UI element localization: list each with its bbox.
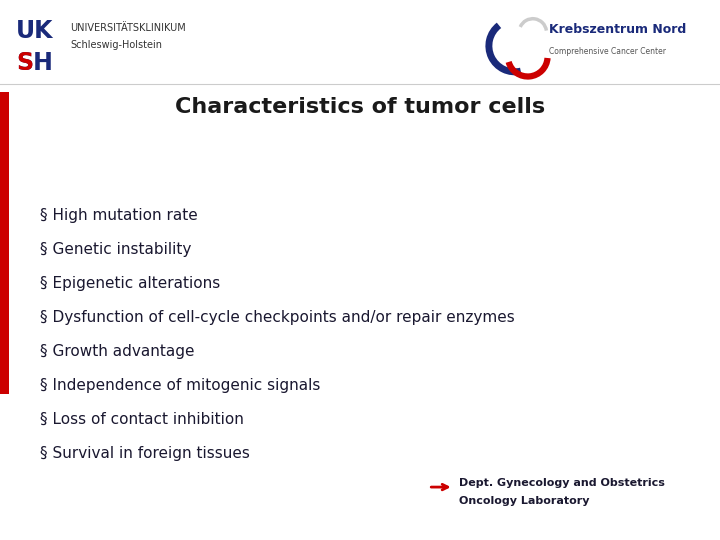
Text: § High mutation rate: § High mutation rate [40,208,197,223]
Text: S: S [16,51,33,75]
Text: SH: SH [16,51,53,75]
Text: Schleswig-Holstein: Schleswig-Holstein [71,40,163,51]
Text: § Dysfunction of cell-cycle checkpoints and/or repair enzymes: § Dysfunction of cell-cycle checkpoints … [40,310,514,325]
Text: § Epigenetic alterations: § Epigenetic alterations [40,276,220,291]
Text: Characteristics of tumor cells: Characteristics of tumor cells [175,97,545,117]
Text: Krebszentrum Nord: Krebszentrum Nord [549,23,687,36]
Text: § Loss of contact inhibition: § Loss of contact inhibition [40,412,243,427]
Text: Comprehensive Cancer Center: Comprehensive Cancer Center [549,47,667,56]
Text: UK: UK [16,19,53,43]
FancyBboxPatch shape [0,92,9,394]
Text: Oncology Laboratory: Oncology Laboratory [459,496,590,506]
Text: Dept. Gynecology and Obstetrics: Dept. Gynecology and Obstetrics [459,478,665,488]
Text: § Growth advantage: § Growth advantage [40,344,194,359]
Text: § Independence of mitogenic signals: § Independence of mitogenic signals [40,378,320,393]
Text: § Genetic instability: § Genetic instability [40,242,191,257]
Text: UNIVERSITÄTSKLINIKUM: UNIVERSITÄTSKLINIKUM [71,23,186,33]
Text: § Survival in foreign tissues: § Survival in foreign tissues [40,446,249,461]
